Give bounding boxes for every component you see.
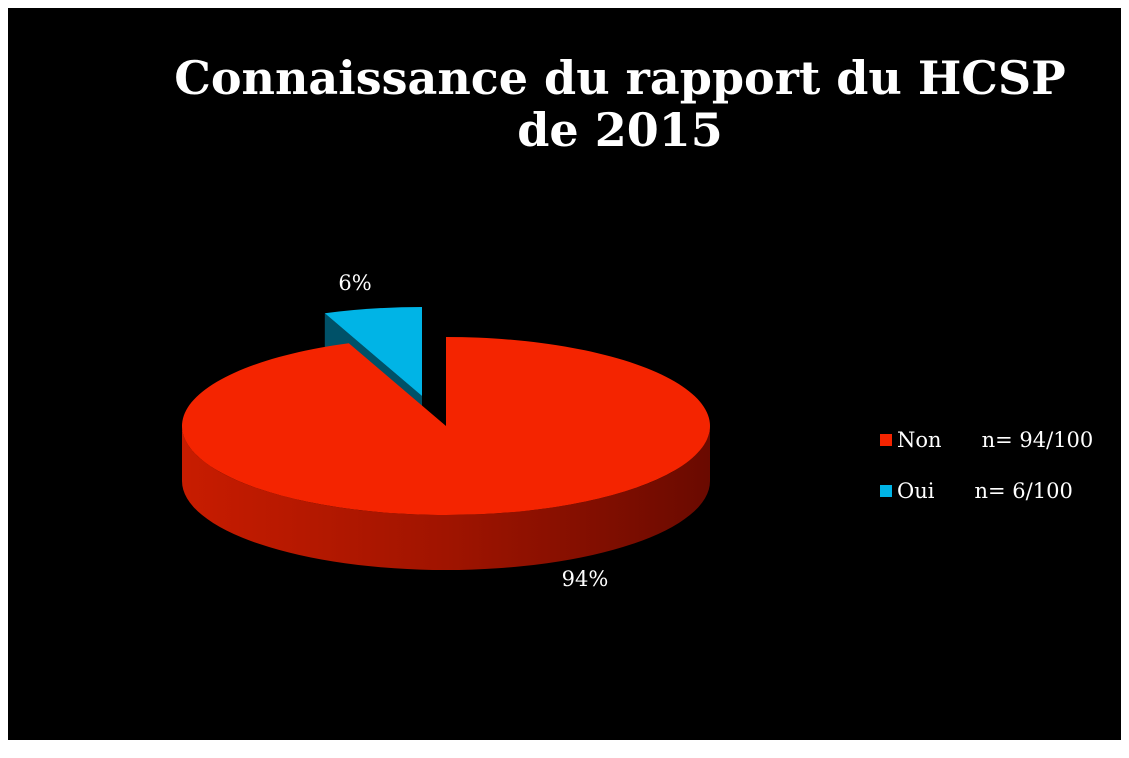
pie-slice (181, 337, 710, 515)
data-label: 94% (562, 567, 609, 591)
legend-swatch (880, 485, 892, 497)
pie-slice (324, 307, 422, 396)
slice-side (182, 426, 710, 570)
legend-swatch (880, 434, 892, 446)
data-label: 6% (338, 271, 371, 295)
chart-title: Connaissance du rapport du HCSP de 2015 (174, 51, 1066, 157)
legend-label: Non n= 94/100 (897, 428, 1093, 452)
legend-label: Oui n= 6/100 (897, 479, 1073, 503)
